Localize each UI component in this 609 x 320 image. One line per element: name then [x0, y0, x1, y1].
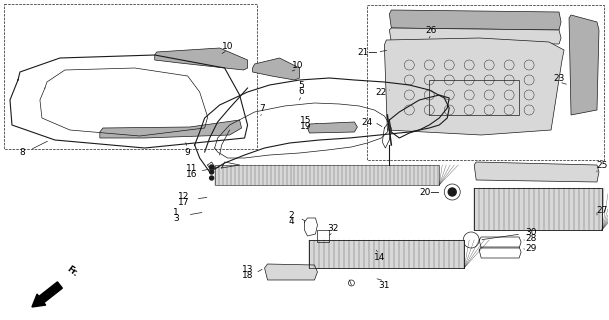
Text: 30: 30	[526, 228, 537, 236]
Circle shape	[209, 176, 214, 180]
Text: 1: 1	[173, 207, 178, 217]
Text: 10: 10	[222, 42, 233, 51]
Polygon shape	[389, 28, 561, 44]
Text: 7: 7	[259, 103, 266, 113]
Polygon shape	[384, 38, 564, 135]
Text: 8: 8	[19, 148, 25, 156]
Text: 9: 9	[185, 148, 191, 156]
Circle shape	[209, 165, 214, 169]
Bar	[429, 80, 519, 115]
Text: 2: 2	[289, 211, 294, 220]
Polygon shape	[569, 15, 599, 115]
Text: 11: 11	[186, 164, 197, 172]
Polygon shape	[264, 264, 317, 280]
Text: 16: 16	[186, 170, 197, 179]
Text: 32: 32	[328, 223, 339, 233]
Polygon shape	[155, 48, 248, 70]
Text: 6: 6	[298, 86, 304, 95]
Polygon shape	[309, 240, 464, 268]
Bar	[4, 4, 256, 149]
Text: 29: 29	[526, 244, 537, 252]
Polygon shape	[253, 58, 300, 80]
Text: 3: 3	[173, 213, 178, 222]
Text: 20—: 20—	[419, 188, 440, 196]
Text: 12: 12	[178, 191, 189, 201]
FancyArrow shape	[32, 282, 62, 307]
Text: Fr.: Fr.	[65, 264, 79, 278]
Bar	[367, 5, 604, 160]
Text: 27: 27	[596, 205, 608, 214]
Text: 18: 18	[242, 271, 253, 281]
Polygon shape	[474, 188, 602, 230]
Polygon shape	[474, 162, 599, 182]
Text: 17: 17	[178, 197, 189, 206]
Text: 26: 26	[426, 26, 437, 35]
Text: 23: 23	[554, 74, 565, 83]
Text: 25: 25	[596, 161, 608, 170]
Text: 31: 31	[379, 281, 390, 290]
Text: 21—: 21—	[357, 47, 378, 57]
Text: 28: 28	[526, 234, 537, 243]
Polygon shape	[100, 120, 242, 138]
Text: 4: 4	[289, 217, 294, 226]
Polygon shape	[389, 10, 561, 30]
Circle shape	[209, 170, 214, 174]
Text: 19: 19	[300, 122, 311, 131]
Text: 10: 10	[292, 60, 303, 69]
Text: 14: 14	[374, 253, 385, 262]
Polygon shape	[308, 122, 357, 133]
Text: 24: 24	[362, 117, 373, 126]
Bar	[317, 230, 329, 242]
Circle shape	[448, 188, 456, 196]
Text: 13: 13	[242, 266, 253, 275]
Text: 5: 5	[298, 81, 304, 90]
Text: 22: 22	[376, 87, 387, 97]
Text: 15: 15	[300, 116, 311, 124]
Polygon shape	[214, 165, 439, 185]
